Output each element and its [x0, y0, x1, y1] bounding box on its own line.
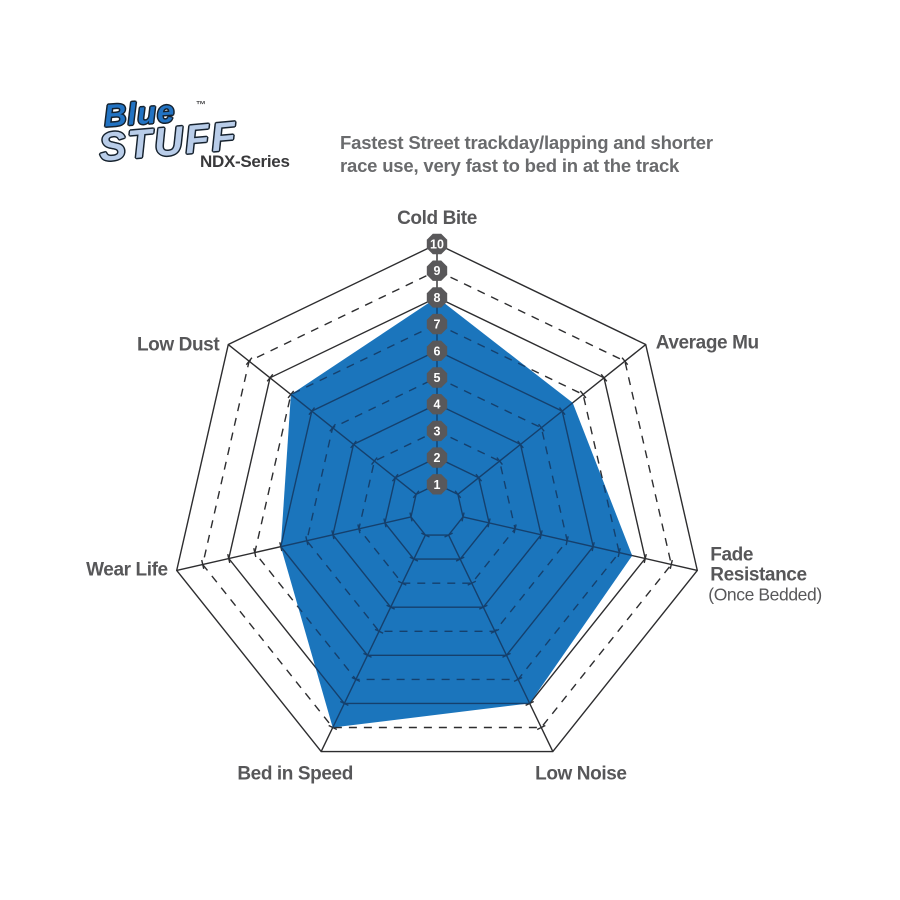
series-name: NDX-Series — [200, 152, 290, 171]
axis-label: Resistance — [710, 564, 806, 585]
scale-badge — [426, 447, 448, 468]
scale-badge-number: 3 — [434, 424, 441, 438]
tagline-line-2: race use, very fast to bed in at the tra… — [340, 155, 680, 176]
tagline-line-1: Fastest Street trackday/lapping and shor… — [340, 132, 713, 153]
axis-label: Bed in Speed — [237, 764, 353, 785]
scale-badge-number: 6 — [434, 344, 441, 358]
scale-badge-number: 8 — [434, 291, 441, 305]
scale-badges: 1 2 3 4 5 6 7 8 9 10 — [426, 233, 448, 495]
axis-label: Cold Bite — [397, 208, 477, 229]
axis-label: Low Dust — [137, 335, 220, 356]
scale-badge — [426, 474, 448, 495]
data-polygon — [280, 297, 633, 728]
scale-badge-number: 1 — [434, 478, 441, 492]
axis-label: Fade — [710, 544, 753, 565]
scale-badge-number: 2 — [434, 451, 441, 465]
scale-badge — [426, 287, 448, 308]
scale-badge-number: 9 — [434, 264, 441, 278]
scale-badge — [426, 260, 448, 281]
axis-label: Average Mu — [656, 333, 759, 354]
scale-badge — [426, 233, 448, 255]
axis-label-note: (Once Bedded) — [708, 584, 821, 604]
scale-badge-number: 7 — [434, 318, 441, 332]
scale-badge — [426, 394, 448, 415]
scale-badge-number: 4 — [434, 398, 441, 412]
scale-badge — [426, 313, 448, 335]
scale-badge — [426, 340, 448, 361]
scale-badge — [426, 367, 448, 388]
trademark-symbol: ™ — [196, 100, 206, 111]
scale-badge-number: 5 — [434, 371, 441, 385]
axis-label: Wear Life — [86, 559, 168, 580]
product-tagline: Fastest Street trackday/lapping and shor… — [340, 131, 740, 177]
scale-badge — [426, 420, 448, 442]
axis-label: Low Noise — [535, 764, 626, 785]
scale-badge-number: 10 — [430, 238, 444, 252]
